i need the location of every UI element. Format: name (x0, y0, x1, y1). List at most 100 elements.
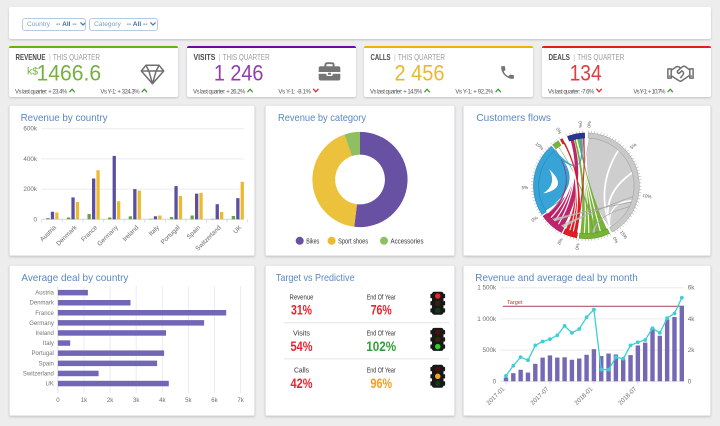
svg-text:400k: 400k (23, 156, 38, 163)
svg-text:Austria: Austria (35, 291, 54, 297)
svg-text:Target: Target (507, 300, 523, 306)
svg-text:0%: 0% (531, 215, 539, 223)
svg-text:Portugal: Portugal (160, 224, 182, 246)
svg-text:France: France (35, 311, 54, 317)
svg-text:Revenue by category: Revenue by category (278, 112, 367, 124)
svg-text:96%: 96% (371, 376, 393, 391)
svg-text:0: 0 (688, 378, 692, 385)
svg-text:6k: 6k (688, 285, 696, 292)
svg-text:Customers flows: Customers flows (476, 112, 551, 124)
svg-text:Vs last quarter: -7.6%: Vs last quarter: -7.6% (548, 89, 595, 95)
svg-text:54%: 54% (291, 339, 313, 354)
svg-text:1 500k: 1 500k (477, 285, 497, 292)
svg-text:1 000k: 1 000k (477, 316, 497, 323)
svg-text:Italy: Italy (148, 224, 162, 238)
svg-text:6k: 6k (211, 397, 218, 404)
svg-text:31%: 31% (291, 303, 312, 318)
svg-text:102%: 102% (366, 339, 396, 354)
svg-text:Average deal by country: Average deal by country (21, 272, 129, 284)
svg-text:Vs Y-1: + 92.2%: Vs Y-1: + 92.2% (455, 89, 494, 95)
svg-text:Germany: Germany (96, 224, 120, 248)
svg-text:5%: 5% (521, 185, 528, 190)
svg-text:Vs Y-1: -8.1%: Vs Y-1: -8.1% (278, 89, 311, 95)
svg-text:Ireland: Ireland (36, 331, 54, 337)
svg-text:THIS QUARTER: THIS QUARTER (53, 52, 100, 62)
svg-text:76%: 76% (371, 303, 392, 318)
svg-text:10%: 10% (642, 193, 652, 200)
svg-text:5%: 5% (629, 142, 637, 150)
svg-text:Vs Y-1: + 324.3%: Vs Y-1: + 324.3% (100, 89, 140, 95)
svg-text:|: | (219, 52, 221, 62)
svg-text:42%: 42% (291, 376, 313, 391)
svg-text:Vs Y-1: + 10.7%: Vs Y-1: + 10.7% (633, 89, 666, 95)
svg-text:2017-01: 2017-01 (485, 385, 506, 406)
svg-text:200k: 200k (23, 186, 38, 193)
svg-text:Accessories: Accessories (391, 238, 424, 245)
svg-text:|: | (49, 52, 51, 62)
svg-text:CALLS: CALLS (371, 52, 391, 62)
svg-text:UK: UK (46, 382, 54, 388)
svg-text:2k: 2k (688, 347, 696, 354)
svg-text:Denmark: Denmark (55, 224, 79, 248)
svg-text:0: 0 (56, 397, 60, 404)
svg-text:Sport shoes: Sport shoes (338, 238, 368, 245)
svg-text:1466.6: 1466.6 (37, 61, 102, 86)
svg-text:Vs last quarter: + 14.5%: Vs last quarter: + 14.5% (370, 89, 423, 95)
svg-text:3k: 3k (133, 397, 140, 404)
svg-text:500k: 500k (483, 347, 498, 354)
svg-text:Calls: Calls (294, 368, 309, 375)
svg-text:France: France (80, 224, 99, 243)
svg-text:7k: 7k (237, 397, 244, 404)
svg-text:2 456: 2 456 (395, 61, 445, 86)
svg-text:k$: k$ (27, 65, 38, 77)
svg-text:1 246: 1 246 (214, 61, 264, 86)
svg-text:Revenue and average deal by mo: Revenue and average deal by month (475, 272, 638, 284)
svg-text:2017-07: 2017-07 (529, 385, 550, 406)
svg-text:600k: 600k (23, 126, 38, 133)
svg-text:Revenue: Revenue (290, 294, 314, 301)
svg-text:10%: 10% (534, 141, 544, 151)
svg-text:THIS QUARTER: THIS QUARTER (577, 52, 624, 62)
svg-text:4k: 4k (159, 397, 166, 404)
svg-text:Bikes: Bikes (306, 238, 319, 245)
svg-text:End Of Year: End Of Year (367, 368, 397, 375)
svg-text:0%: 0% (575, 243, 581, 250)
svg-text:1k: 1k (81, 397, 88, 404)
svg-text:THIS QUARTER: THIS QUARTER (223, 52, 270, 62)
svg-text:THIS QUARTER: THIS QUARTER (398, 52, 445, 62)
svg-text:Austria: Austria (39, 224, 58, 243)
svg-text:Vs last quarter: + 26.2%: Vs last quarter: + 26.2% (193, 89, 246, 95)
svg-text:134: 134 (570, 61, 602, 86)
svg-text:|: | (394, 52, 396, 62)
svg-text:Switzerland: Switzerland (23, 371, 54, 377)
svg-text:0%: 0% (555, 127, 562, 135)
svg-text:Spain: Spain (186, 224, 203, 241)
svg-text:2018-01: 2018-01 (573, 385, 594, 406)
svg-text:2k: 2k (107, 397, 114, 404)
svg-text:Denmark: Denmark (30, 301, 55, 307)
svg-text:0: 0 (33, 216, 37, 223)
svg-text:0%: 0% (587, 121, 592, 128)
svg-text:|: | (573, 52, 575, 62)
svg-text:0%: 0% (556, 237, 563, 245)
svg-text:2018-07: 2018-07 (617, 385, 638, 406)
svg-text:Italy: Italy (43, 341, 54, 347)
svg-text:0%: 0% (612, 236, 620, 244)
svg-text:DEALS: DEALS (549, 52, 571, 62)
svg-text:Ireland: Ireland (122, 224, 141, 243)
svg-text:5k: 5k (185, 397, 192, 404)
svg-text:UK: UK (232, 224, 244, 236)
svg-text:Visits: Visits (293, 331, 310, 338)
svg-text:0: 0 (493, 378, 497, 385)
svg-text:Portugal: Portugal (32, 351, 54, 357)
svg-text:0%: 0% (577, 121, 583, 128)
svg-text:Revenue by country: Revenue by country (21, 112, 109, 124)
svg-text:REVENUE: REVENUE (16, 52, 46, 62)
svg-text:15%: 15% (619, 230, 629, 240)
svg-text:End Of Year: End Of Year (367, 294, 397, 301)
svg-text:4k: 4k (688, 316, 696, 323)
svg-text:End Of Year: End Of Year (367, 331, 397, 338)
svg-text:VISITS: VISITS (194, 52, 216, 62)
svg-text:Germany: Germany (29, 321, 54, 327)
svg-text:Spain: Spain (39, 361, 54, 367)
